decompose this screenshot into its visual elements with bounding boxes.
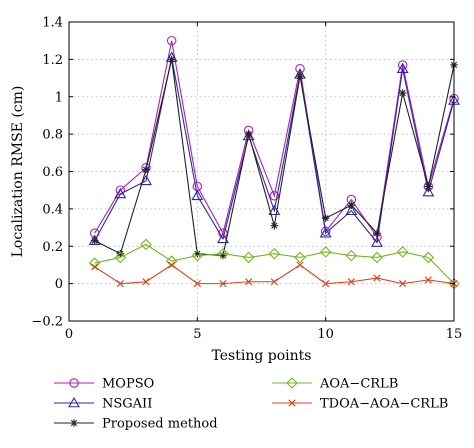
y-tick-label: 0.2 (42, 240, 63, 255)
data-point (396, 246, 409, 258)
data-point (270, 221, 279, 230)
data-point (399, 280, 407, 288)
data-point (422, 251, 435, 264)
y-axis-label: Localization RMSE (cm) (10, 86, 26, 258)
legend-item: Proposed method (54, 417, 218, 432)
data-point (193, 280, 201, 288)
data-point (245, 278, 253, 286)
data-point (90, 236, 99, 245)
series-4 (91, 261, 458, 288)
data-point (242, 129, 255, 141)
data-point (114, 187, 127, 199)
data-point (114, 251, 127, 264)
data-point (193, 249, 202, 258)
data-point (166, 35, 177, 46)
data-point (268, 247, 281, 260)
legend-label: TDOA−AOA−CRLB (320, 397, 448, 412)
data-point (373, 274, 381, 282)
data-point (371, 236, 383, 247)
data-point (167, 55, 176, 64)
legend-label: Proposed method (102, 417, 218, 432)
data-point (296, 72, 304, 80)
data-point (398, 89, 407, 97)
legend-marker (69, 378, 79, 388)
data-point (424, 182, 433, 191)
series-line (94, 40, 455, 239)
y-tick-label: 0.4 (42, 202, 63, 217)
data-point (140, 238, 152, 251)
data-point (345, 204, 358, 216)
data-point (217, 247, 229, 260)
data-point (396, 62, 409, 74)
grid-lines (69, 22, 454, 321)
data-point (91, 263, 99, 271)
series-2 (90, 55, 458, 260)
legend-label: AOA−CRLB (319, 377, 398, 392)
y-tick-label: −0.2 (31, 315, 63, 330)
data-point (269, 191, 280, 201)
series-line (94, 57, 455, 244)
data-point (219, 251, 227, 260)
legend-item: AOA−CRLB (272, 377, 398, 392)
legend-label: NSGAII (102, 397, 152, 412)
data-point (347, 201, 356, 209)
legend-label: MOPSO (102, 377, 154, 392)
data-point (296, 261, 304, 269)
data-point (142, 278, 150, 286)
data-point (116, 280, 124, 288)
data-point (371, 251, 383, 264)
y-tick-label: 1.4 (42, 16, 63, 31)
data-point (191, 249, 204, 262)
legend-marker (286, 377, 298, 389)
data-point (322, 280, 330, 288)
data-point (424, 276, 432, 284)
data-point (217, 232, 229, 244)
data-point (116, 249, 125, 258)
data-point (422, 185, 435, 197)
series-line (94, 243, 455, 285)
data-point (219, 280, 227, 288)
legend-item: NSGAII (54, 397, 152, 412)
x-tick-label: 5 (193, 327, 201, 342)
legend-item: TDOA−AOA−CRLB (272, 397, 448, 412)
x-tick-label: 15 (446, 327, 463, 342)
data-point (345, 249, 358, 262)
data-point (294, 251, 306, 264)
legend-marker (68, 396, 80, 408)
data-point (270, 278, 278, 286)
data-point (347, 278, 355, 286)
data-point (88, 257, 101, 269)
x-axis-label: Testing points (212, 348, 312, 364)
legend: MOPSO NSGAII Proposed method AOA−CRLB TDOA−A… (54, 377, 448, 432)
data-point (142, 165, 150, 174)
data-point (140, 174, 152, 186)
data-point (191, 189, 204, 201)
data-point (242, 251, 255, 264)
y-tick-label: 1.2 (42, 53, 63, 68)
legend-marker (288, 399, 296, 407)
x-tick-label: 10 (317, 327, 334, 342)
data-point (319, 246, 332, 258)
y-tick-label: 1 (55, 90, 63, 105)
legend-item: MOPSO (54, 377, 154, 392)
data-point (373, 229, 381, 237)
data-point (244, 130, 253, 138)
tick-labels: 0 5 10 15−0.200.20.40.60.811.21.4 (31, 16, 462, 343)
y-tick-label: 0.8 (42, 128, 63, 143)
data-point (168, 261, 176, 269)
data-point (165, 255, 178, 267)
x-tick-label: 0 (65, 327, 73, 342)
series-layer (88, 35, 460, 290)
y-tick-label: 0.6 (42, 165, 63, 180)
legend-marker (70, 419, 78, 427)
plot-frame (68, 21, 455, 322)
data-point (321, 214, 330, 223)
y-tick-label: 0 (55, 277, 63, 292)
series-1 (88, 51, 460, 247)
data-point (319, 227, 332, 238)
